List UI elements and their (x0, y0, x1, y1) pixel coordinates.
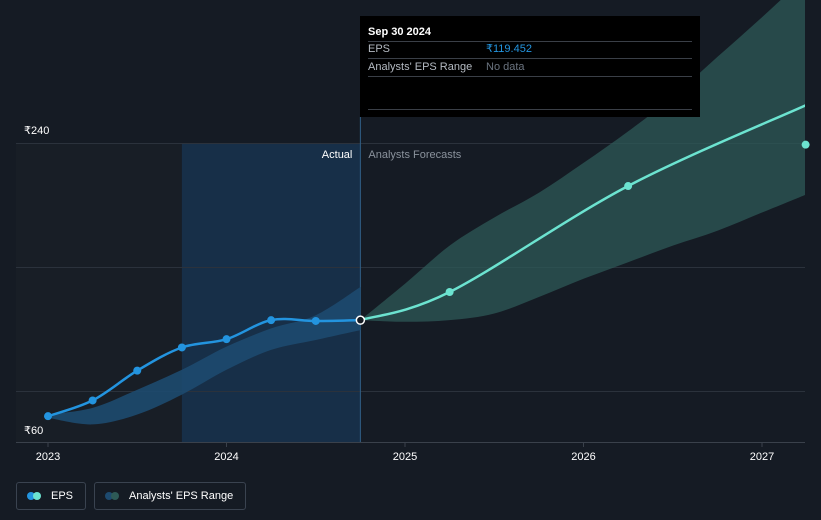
legend-item-eps[interactable]: EPS (16, 482, 87, 510)
actual-region (181, 143, 361, 442)
eps-point-5 (267, 316, 276, 325)
forecast-point-0 (445, 288, 454, 296)
eps-range-legend-icon (105, 491, 121, 501)
axis-labels: ₹240 ₹60 2023 2024 2025 2026 2027 Actual Analyst… (24, 125, 774, 463)
legend-label-eps: EPS (51, 490, 74, 502)
x-tick-label-4: 2027 (750, 451, 774, 463)
x-tick-label-3: 2026 (571, 451, 595, 463)
range-dot-forecast (111, 492, 120, 500)
forecast-section-label: Analysts Forecasts (368, 149, 461, 161)
eps-point-highlighted (355, 315, 366, 325)
eps-dot-actual (27, 492, 35, 500)
tooltip-row-label-1: Analysts' EPS Range (368, 61, 472, 73)
tooltip-box (360, 16, 700, 117)
eps-dot-forecast (33, 492, 41, 500)
x-tick-label-0: 2023 (36, 451, 60, 463)
background-regions (16, 143, 361, 442)
eps-point-0 (44, 412, 52, 421)
eps-point-1 (88, 396, 97, 405)
legend-label-eps-range: Analysts' EPS Range (129, 490, 234, 502)
tooltip: Sep 30 2024 EPS ₹119.452 Analysts' EPS Rang… (360, 16, 700, 117)
y-tick-label-1: ₹60 (24, 425, 43, 437)
y-tick-label-0: ₹240 (24, 125, 49, 137)
eps-point-6 (311, 316, 320, 325)
range-dot-actual (105, 492, 114, 500)
tooltip-row-label-0: EPS (368, 43, 390, 55)
series-points (44, 140, 810, 421)
x-tick-label-1: 2024 (214, 451, 238, 463)
eps-legend-icon (27, 491, 43, 501)
eps-point-4 (222, 335, 231, 344)
actual-section-label: Actual (322, 149, 353, 161)
x-tick-label-2: 2025 (393, 451, 417, 463)
tooltip-row-value-0: ₹119.452 (486, 43, 532, 55)
legend: EPS Analysts' EPS Range (16, 482, 247, 510)
forecast-point-1 (624, 182, 633, 191)
tooltip-date: Sep 30 2024 (368, 26, 432, 38)
legend-item-eps-range[interactable]: Analysts' EPS Range (94, 482, 247, 510)
eps-point-2 (133, 366, 142, 375)
forecast-point-end (801, 140, 810, 149)
eps-forecast-line (360, 104, 805, 322)
eps-point-3 (177, 343, 186, 352)
tooltip-row-value-1: No data (486, 61, 525, 73)
